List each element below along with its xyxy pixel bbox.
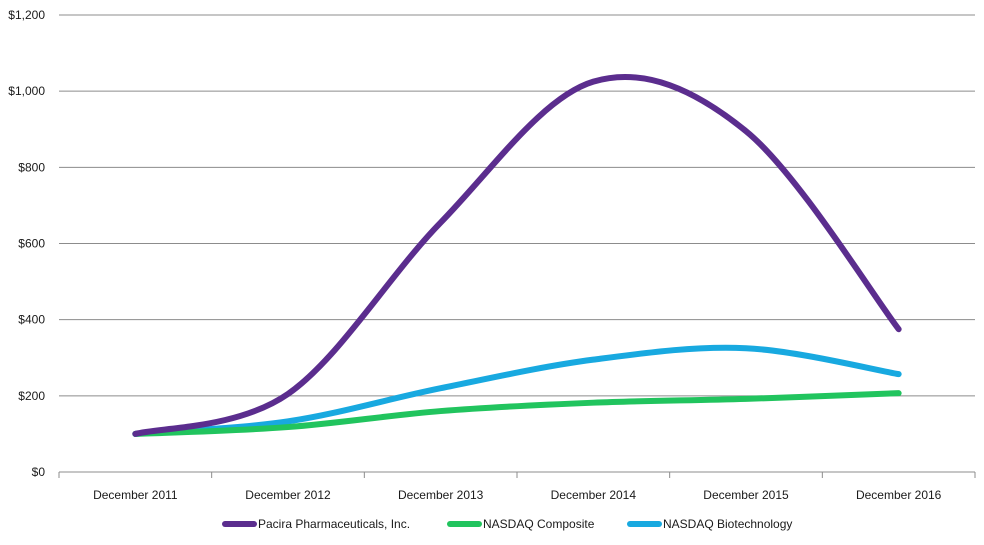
y-tick-label: $600	[18, 237, 45, 251]
legend-label: Pacira Pharmaceuticals, Inc.	[258, 517, 410, 531]
legend-label: NASDAQ Biotechnology	[663, 517, 792, 531]
y-tick-label: $1,000	[8, 84, 45, 98]
x-tick-label: December 2014	[551, 488, 637, 502]
y-tick-label: $800	[18, 160, 45, 174]
x-axis: December 2011 December 2012 December 2013 D…	[58, 471, 976, 502]
x-tick-label: December 2011	[93, 488, 178, 502]
x-tick-label: December 2012	[245, 488, 331, 502]
gridlines	[59, 14, 975, 397]
y-tick-label: $0	[32, 465, 46, 479]
series-line	[132, 73, 902, 437]
y-axis-ticks: $0 $200 $400 $600 $800 $1,000 $1,200	[8, 8, 45, 479]
series-lines	[132, 73, 902, 437]
legend-label: NASDAQ Composite	[483, 517, 595, 531]
y-tick-label: $200	[18, 389, 45, 403]
x-tick-label: December 2016	[856, 488, 942, 502]
series-line	[132, 390, 902, 437]
legend: Pacira Pharmaceuticals, Inc. NASDAQ Compo…	[222, 517, 792, 531]
series-line	[132, 344, 902, 437]
y-tick-label: $400	[18, 313, 45, 327]
x-tick-label: December 2013	[398, 488, 484, 502]
x-tick-label: December 2015	[703, 488, 789, 502]
y-tick-label: $1,200	[8, 8, 45, 22]
